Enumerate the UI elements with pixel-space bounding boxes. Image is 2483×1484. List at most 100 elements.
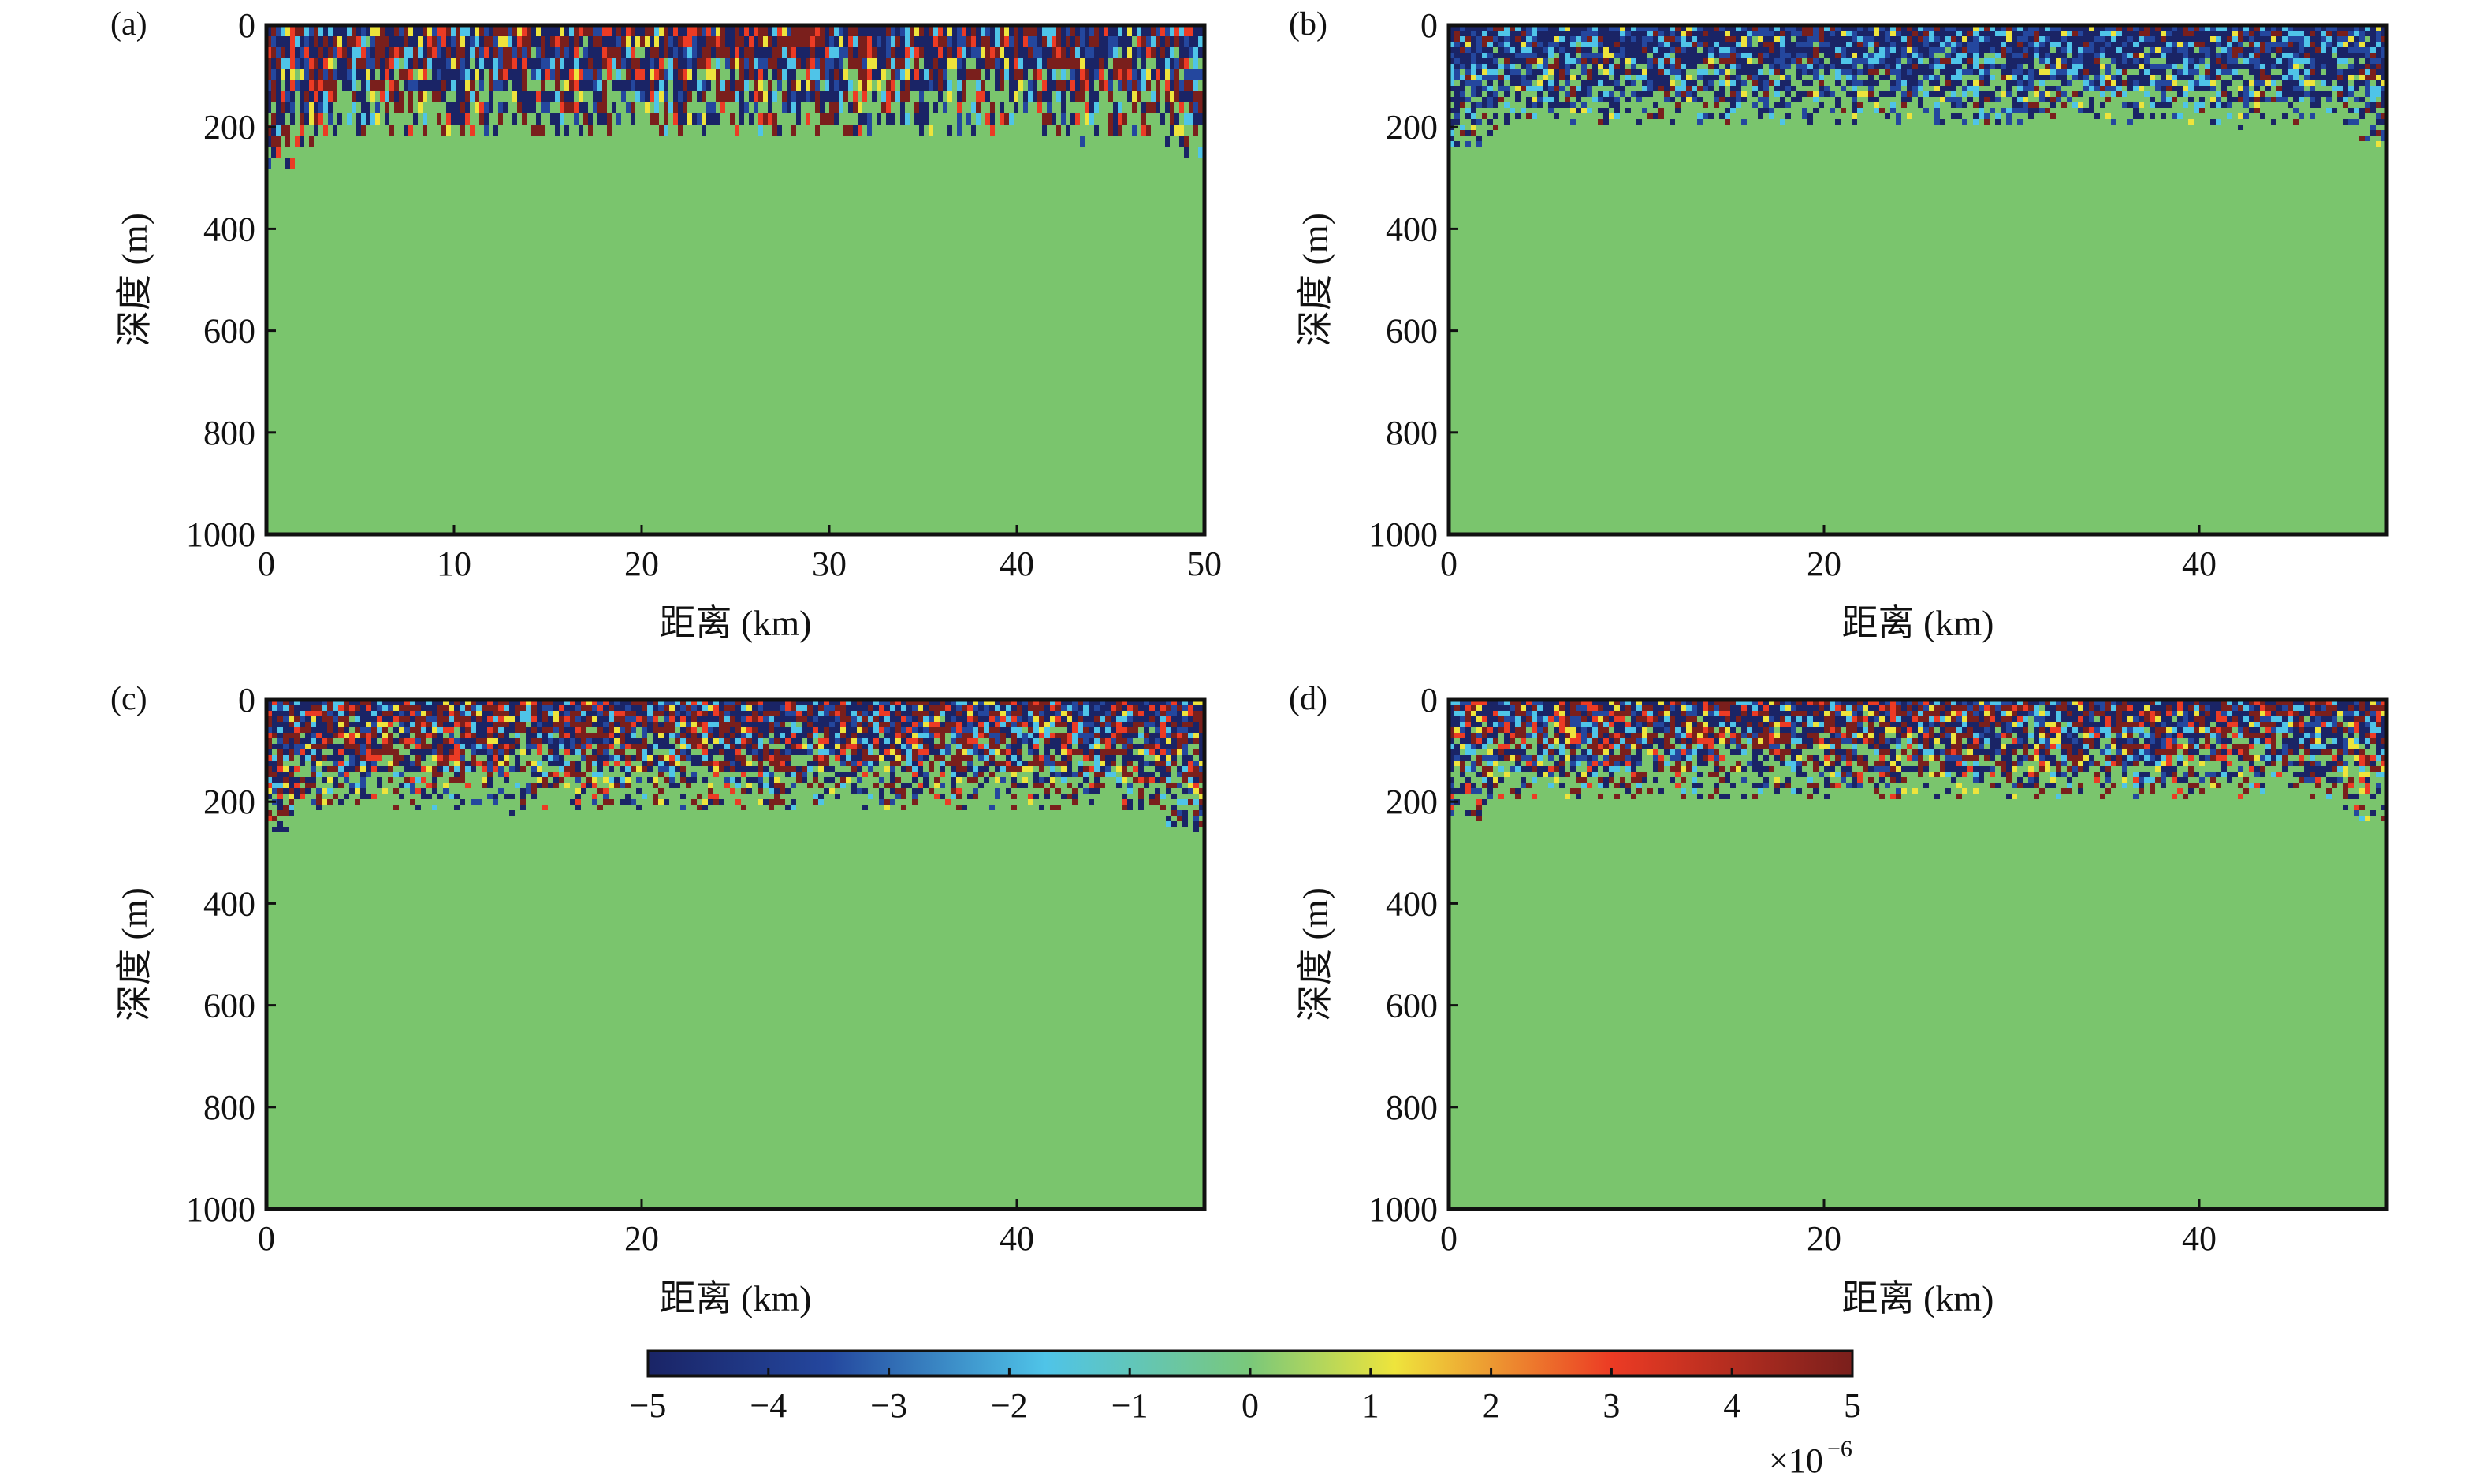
heatmap-cell bbox=[1471, 36, 1476, 42]
heatmap-cell bbox=[366, 705, 371, 711]
heatmap-cell bbox=[1521, 75, 1526, 80]
heatmap-cell bbox=[636, 788, 642, 794]
heatmap-cell bbox=[1934, 75, 1940, 80]
heatmap-cell bbox=[772, 58, 777, 69]
heatmap-cell bbox=[1460, 47, 1465, 53]
heatmap-cell bbox=[2050, 25, 2056, 31]
heatmap-cell bbox=[361, 47, 366, 58]
heatmap-cell bbox=[839, 69, 843, 80]
heatmap-cell bbox=[2243, 80, 2249, 86]
heatmap-cell bbox=[366, 80, 370, 91]
heatmap-cell bbox=[1493, 36, 1498, 42]
heatmap-cell bbox=[1113, 25, 1118, 36]
heatmap-cell bbox=[404, 711, 410, 716]
heatmap-cell bbox=[2365, 75, 2370, 80]
heatmap-cell bbox=[1014, 102, 1018, 113]
heatmap-cell bbox=[702, 36, 706, 47]
heatmap-cell bbox=[1846, 69, 1852, 75]
heatmap-cell bbox=[531, 738, 537, 744]
heatmap-cell bbox=[1653, 86, 1658, 91]
heatmap-cell bbox=[2354, 86, 2359, 91]
heatmap-cell bbox=[277, 761, 283, 766]
heatmap-cell bbox=[570, 744, 575, 749]
heatmap-cell bbox=[575, 722, 581, 727]
heatmap-cell bbox=[1042, 80, 1047, 91]
heatmap-cell bbox=[399, 91, 404, 102]
heatmap-cell bbox=[432, 805, 437, 810]
panel-a-xticks: 0 10 20 30 40 50 bbox=[258, 525, 1222, 583]
heatmap-cell bbox=[1736, 80, 1741, 86]
heatmap-cell bbox=[1532, 42, 1537, 47]
heatmap-cell bbox=[388, 700, 393, 705]
heatmap-cell bbox=[2381, 58, 2387, 64]
heatmap-cell bbox=[1890, 91, 1896, 97]
heatmap-cell bbox=[625, 783, 631, 788]
heatmap-cell bbox=[947, 25, 952, 36]
heatmap-cell bbox=[1023, 69, 1028, 80]
heatmap-cell bbox=[758, 36, 763, 47]
heatmap-cell bbox=[1736, 97, 1741, 102]
heatmap-cell bbox=[2343, 69, 2348, 75]
heatmap-cell bbox=[441, 47, 446, 58]
heatmap-cell bbox=[2072, 31, 2078, 36]
heatmap-cell bbox=[1741, 119, 1747, 125]
heatmap-cell bbox=[1714, 91, 1719, 97]
heatmap-cell bbox=[541, 58, 545, 69]
heatmap-cell bbox=[1967, 31, 1973, 36]
heatmap-cell bbox=[686, 733, 691, 738]
heatmap-cell bbox=[1460, 97, 1465, 102]
heatmap-cell bbox=[1532, 97, 1537, 102]
heatmap-cell bbox=[283, 711, 289, 716]
heatmap-cell bbox=[1587, 80, 1592, 86]
heatmap-cell bbox=[1570, 36, 1576, 42]
heatmap-cell bbox=[283, 783, 289, 788]
heatmap-cell bbox=[2039, 108, 2045, 113]
heatmap-cell bbox=[2017, 108, 2023, 113]
heatmap-cell bbox=[2276, 86, 2282, 91]
heatmap-cell bbox=[371, 738, 377, 744]
heatmap-cell bbox=[382, 716, 388, 722]
heatmap-cell bbox=[537, 711, 542, 716]
heatmap-cell bbox=[553, 722, 559, 727]
heatmap-cell bbox=[575, 788, 581, 794]
heatmap-cell bbox=[393, 761, 399, 766]
heatmap-cell bbox=[597, 744, 603, 749]
heatmap-cell bbox=[2023, 91, 2028, 97]
heatmap-cell bbox=[344, 705, 349, 711]
heatmap-cell bbox=[1620, 47, 1625, 53]
heatmap-cell bbox=[1620, 58, 1625, 64]
heatmap-cell bbox=[1482, 36, 1487, 42]
heatmap-cell bbox=[1813, 25, 1819, 31]
heatmap-cell bbox=[454, 755, 460, 761]
heatmap-cell bbox=[1769, 80, 1774, 86]
heatmap-cell bbox=[1460, 86, 1465, 91]
heatmap-cell bbox=[316, 788, 322, 794]
heatmap-cell bbox=[1454, 47, 1460, 53]
heatmap-cell bbox=[2083, 75, 2089, 80]
heatmap-cell bbox=[1675, 102, 1681, 108]
heatmap-cell bbox=[1896, 58, 1901, 64]
heatmap-cell bbox=[2028, 69, 2034, 75]
heatmap-cell bbox=[399, 794, 404, 799]
heatmap-cell bbox=[2370, 86, 2376, 91]
heatmap-cell bbox=[316, 755, 322, 761]
heatmap-cell bbox=[2221, 53, 2227, 58]
heatmap-cell bbox=[1852, 25, 1857, 31]
heatmap-cell bbox=[1703, 25, 1708, 31]
heatmap-cell bbox=[272, 733, 277, 738]
heatmap-cell bbox=[322, 711, 327, 716]
heatmap-cell bbox=[1465, 108, 1471, 113]
heatmap-cell bbox=[504, 733, 509, 738]
heatmap-cell bbox=[1780, 47, 1785, 53]
heatmap-cell bbox=[730, 36, 735, 47]
heatmap-cell bbox=[1692, 53, 1697, 58]
heatmap-cell bbox=[2310, 58, 2315, 64]
heatmap-cell bbox=[1493, 125, 1498, 130]
heatmap-cell bbox=[2006, 58, 2012, 64]
heatmap-cell bbox=[1028, 80, 1033, 91]
heatmap-cell bbox=[1614, 69, 1620, 75]
heatmap-cell bbox=[1554, 91, 1559, 97]
heatmap-cell bbox=[642, 744, 647, 749]
heatmap-cell bbox=[1835, 25, 1841, 31]
heatmap-cell bbox=[553, 711, 559, 716]
